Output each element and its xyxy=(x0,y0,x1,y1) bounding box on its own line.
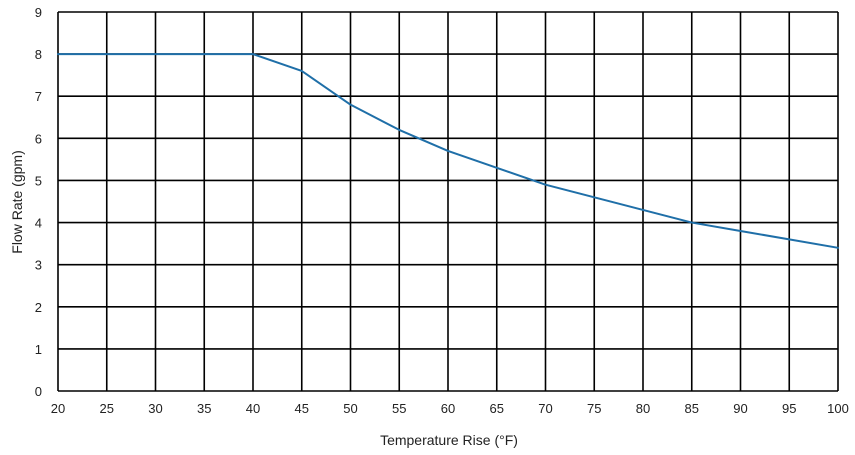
x-axis-title: Temperature Rise (°F) xyxy=(380,432,518,448)
x-tick-label: 85 xyxy=(685,401,699,416)
y-tick-label: 3 xyxy=(35,258,42,273)
y-tick-label: 8 xyxy=(35,47,42,62)
y-tick-label: 0 xyxy=(35,384,42,399)
x-tick-label: 60 xyxy=(441,401,455,416)
y-tick-label: 4 xyxy=(35,216,42,231)
y-tick-label: 9 xyxy=(35,5,42,20)
x-tick-label: 65 xyxy=(490,401,504,416)
x-tick-label: 40 xyxy=(246,401,260,416)
y-tick-label: 5 xyxy=(35,173,42,188)
x-tick-label: 25 xyxy=(100,401,114,416)
x-tick-label: 95 xyxy=(782,401,796,416)
y-axis-ticks: 0 1 2 3 4 5 6 7 8 9 xyxy=(35,5,42,399)
x-tick-label: 20 xyxy=(51,401,65,416)
y-tick-label: 1 xyxy=(35,342,42,357)
y-tick-label: 7 xyxy=(35,89,42,104)
x-tick-label: 75 xyxy=(587,401,601,416)
x-tick-label: 50 xyxy=(343,401,357,416)
x-tick-label: 80 xyxy=(636,401,650,416)
x-tick-label: 100 xyxy=(827,401,849,416)
y-axis-title: Flow Rate (gpm) xyxy=(9,150,25,253)
x-tick-label: 35 xyxy=(197,401,211,416)
grid xyxy=(57,11,839,392)
series-layer xyxy=(57,53,839,249)
x-tick-label: 30 xyxy=(148,401,162,416)
series-line xyxy=(57,53,839,249)
x-tick-label: 45 xyxy=(295,401,309,416)
y-tick-label: 6 xyxy=(35,131,42,146)
y-tick-label: 2 xyxy=(35,300,42,315)
x-axis-ticks: 20 25 30 35 40 45 50 55 60 65 70 75 80 85 90 95 100 xyxy=(51,401,849,416)
x-tick-label: 70 xyxy=(538,401,552,416)
x-tick-label: 90 xyxy=(733,401,747,416)
x-tick-label: 55 xyxy=(392,401,406,416)
